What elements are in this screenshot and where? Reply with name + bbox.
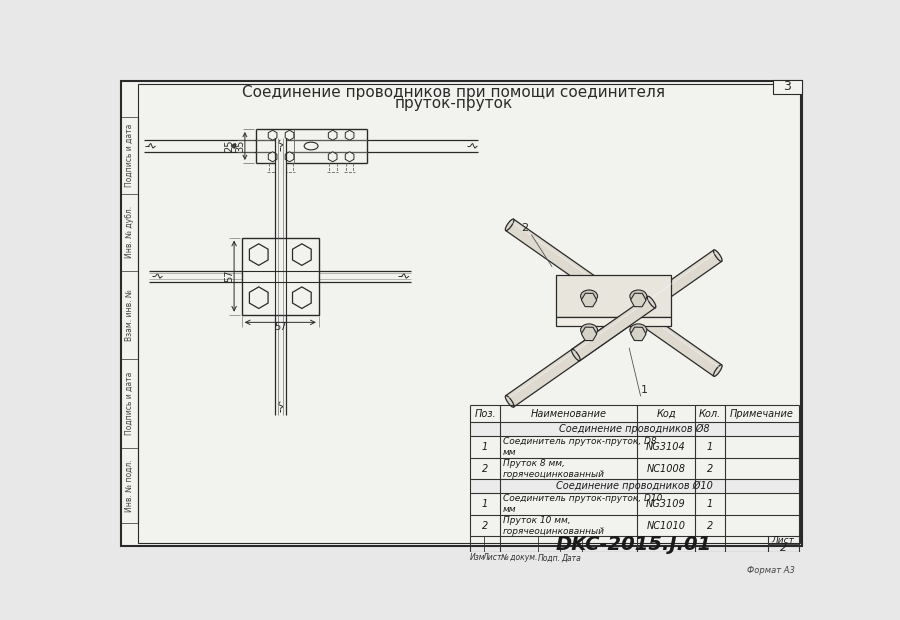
Text: NG3109: NG3109 xyxy=(646,499,686,509)
Ellipse shape xyxy=(505,396,514,407)
Text: 1: 1 xyxy=(706,499,713,509)
Text: Соединение проводников при помощи соединителя: Соединение проводников при помощи соедин… xyxy=(242,86,665,100)
Text: 35: 35 xyxy=(235,140,246,152)
Text: № докум.: № докум. xyxy=(500,554,537,562)
Text: 57: 57 xyxy=(274,322,286,332)
Text: Изм: Изм xyxy=(470,554,485,562)
Text: 1: 1 xyxy=(706,442,713,452)
Text: 25: 25 xyxy=(224,140,235,153)
Text: 3: 3 xyxy=(783,80,791,93)
Text: Поз.: Поз. xyxy=(474,409,496,419)
Ellipse shape xyxy=(572,349,580,361)
Text: Соединитель пруток-пруток, D10: Соединитель пруток-пруток, D10 xyxy=(503,494,662,503)
Text: Взам. инв. №: Взам. инв. № xyxy=(125,289,134,341)
Text: Примечание: Примечание xyxy=(730,409,794,419)
Text: Инв. № подл.: Инв. № подл. xyxy=(125,459,134,512)
Bar xyxy=(471,479,798,494)
Text: 57: 57 xyxy=(224,270,235,282)
Text: 2: 2 xyxy=(482,464,488,474)
Ellipse shape xyxy=(630,290,647,303)
Ellipse shape xyxy=(304,142,318,150)
Text: Подпись и дата: Подпись и дата xyxy=(125,123,134,187)
Text: 1: 1 xyxy=(482,499,488,509)
Bar xyxy=(471,422,798,436)
Text: 2: 2 xyxy=(706,521,713,531)
Text: 1: 1 xyxy=(641,385,648,395)
Text: NC1008: NC1008 xyxy=(646,464,686,474)
Text: Пруток 10 мм,: Пруток 10 мм, xyxy=(503,516,571,525)
Text: Кол.: Кол. xyxy=(698,409,721,419)
Text: Код: Код xyxy=(656,409,676,419)
Text: 1: 1 xyxy=(482,442,488,452)
Text: NG3104: NG3104 xyxy=(646,442,686,452)
Ellipse shape xyxy=(580,290,598,303)
Text: Формат А3: Формат А3 xyxy=(747,567,795,575)
Text: Подп.: Подп. xyxy=(537,554,561,562)
Text: горячеоцинкованный: горячеоцинкованный xyxy=(503,526,605,536)
Text: мм: мм xyxy=(503,505,517,514)
Ellipse shape xyxy=(647,296,656,308)
Text: 2: 2 xyxy=(706,464,713,474)
Polygon shape xyxy=(556,317,671,326)
Ellipse shape xyxy=(714,365,722,376)
Ellipse shape xyxy=(714,250,722,262)
Bar xyxy=(274,138,285,415)
Bar xyxy=(149,271,411,281)
Polygon shape xyxy=(506,250,722,407)
Bar xyxy=(773,80,802,94)
Polygon shape xyxy=(572,296,655,361)
Text: Соединитель пруток-пруток, D8: Соединитель пруток-пруток, D8 xyxy=(503,437,656,446)
Ellipse shape xyxy=(630,324,647,336)
Ellipse shape xyxy=(505,219,514,231)
Text: Пруток 8 мм,: Пруток 8 мм, xyxy=(503,459,564,467)
Text: Лист: Лист xyxy=(771,536,795,545)
Text: Наименование: Наименование xyxy=(530,409,607,419)
Text: 2: 2 xyxy=(522,223,528,233)
Text: Соединение проводников Ø8: Соединение проводников Ø8 xyxy=(559,424,710,435)
Text: Лист: Лист xyxy=(482,554,502,562)
Polygon shape xyxy=(506,219,722,376)
Bar xyxy=(242,237,319,314)
Text: Дата: Дата xyxy=(561,554,581,562)
Polygon shape xyxy=(556,275,671,317)
Text: горячеоцинкованный: горячеоцинкованный xyxy=(503,469,605,479)
Text: DKC-2015.J.01: DKC-2015.J.01 xyxy=(555,534,712,554)
Text: Инв. № дубл.: Инв. № дубл. xyxy=(125,206,134,259)
Text: мм: мм xyxy=(503,448,517,457)
Text: Подпись и дата: Подпись и дата xyxy=(125,372,134,435)
Text: 2: 2 xyxy=(779,543,787,553)
Ellipse shape xyxy=(580,324,598,336)
Text: пруток-пруток: пруток-пруток xyxy=(394,96,513,111)
Text: NC1010: NC1010 xyxy=(646,521,686,531)
Text: 2: 2 xyxy=(482,521,488,531)
Text: Соединение проводников Ø10: Соединение проводников Ø10 xyxy=(556,481,713,492)
